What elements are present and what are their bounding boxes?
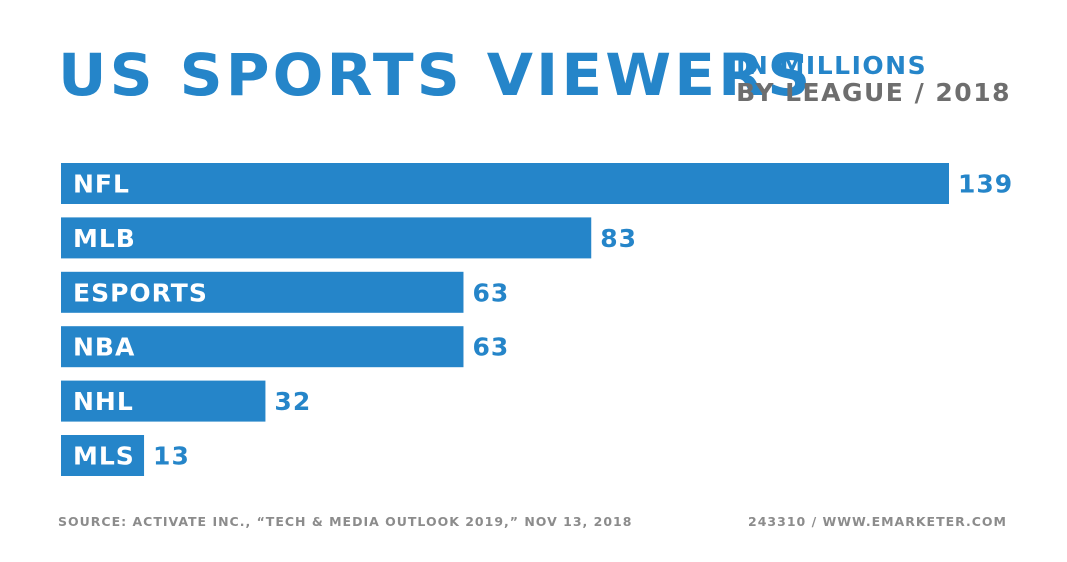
category-label-nfl: NFL bbox=[73, 170, 130, 199]
chart-subtitle: IN MILLIONS BY LEAGUE / 2018 bbox=[736, 52, 1011, 106]
category-label-esports: ESPORTS bbox=[73, 278, 208, 307]
chart-id-credit: 243310 / WWW.EMARKETER.COM bbox=[748, 514, 1007, 529]
subtitle-scope: BY LEAGUE / 2018 bbox=[736, 78, 1011, 107]
value-label-mls: 13 bbox=[153, 442, 190, 471]
value-label-mlb: 83 bbox=[600, 224, 637, 253]
value-label-nba: 63 bbox=[472, 333, 509, 362]
bar-nba bbox=[61, 326, 464, 368]
category-label-mls: MLS bbox=[73, 442, 135, 471]
value-label-nfl: 139 bbox=[958, 170, 1013, 199]
category-label-nba: NBA bbox=[73, 333, 135, 362]
chart-title: US SPORTS VIEWERS bbox=[58, 41, 814, 109]
bar-nhl bbox=[61, 380, 266, 422]
bar-esports bbox=[61, 271, 464, 313]
bar-mlb bbox=[61, 217, 592, 259]
value-label-nhl: 32 bbox=[274, 387, 311, 416]
bar-nfl bbox=[61, 163, 949, 204]
category-label-nhl: NHL bbox=[73, 387, 134, 416]
value-label-esports: 63 bbox=[472, 278, 509, 307]
bar-mls bbox=[61, 435, 145, 476]
subtitle-units: IN MILLIONS bbox=[736, 51, 928, 80]
category-label-mlb: MLB bbox=[73, 224, 136, 253]
source-note: SOURCE: ACTIVATE INC., “TECH & MEDIA OUT… bbox=[58, 514, 633, 529]
